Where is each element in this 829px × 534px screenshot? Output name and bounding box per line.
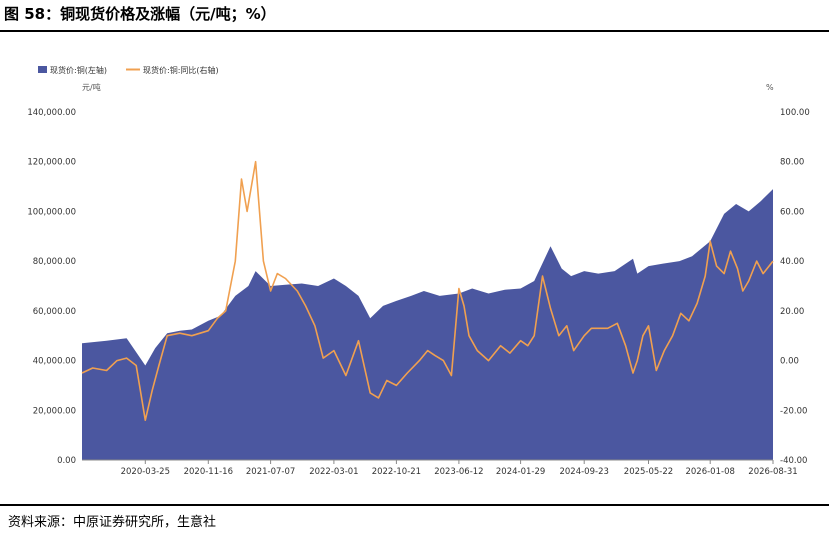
x-tick-label: 2026-08-31 [748,467,797,477]
x-axis: 2020-03-25 2020-11-16 2021-07-07 2022-03-01… [121,460,798,477]
left-tick-label: 20,000.00 [33,406,76,416]
source-note: 资料来源：中原证券研究所，生意社 [8,515,217,530]
x-tick-label: 2022-03-01 [309,467,358,477]
x-tick-label: 2022-10-21 [372,467,421,477]
legend-label-yoy: 现货价:铜:同比(右轴) [143,65,219,75]
x-tick-label: 2021-07-07 [246,467,295,477]
right-tick-label: 0.00 [780,357,799,367]
area-series-layer [82,189,773,460]
source-rule [0,504,829,506]
left-tick-label: 120,000.00 [27,158,76,168]
right-axis: -40.00 -20.00 0.00 20.00 40.00 60.00 80.00 100.… [780,108,810,466]
right-axis-unit: % [766,83,774,92]
legend-swatch-price [38,66,47,73]
legend: 现货价:铜(左轴) 现货价:铜:同比(右轴) [38,65,219,75]
x-tick-label: 2026-01-08 [685,467,734,477]
right-tick-label: 80.00 [780,158,804,168]
line-series-layer [81,160,774,422]
left-tick-label: 0.00 [57,456,76,466]
title-rule [0,30,829,32]
x-tick-label: 2025-05-22 [624,467,673,477]
right-tick-label: 100.00 [780,108,810,118]
left-tick-label: 140,000.00 [27,108,76,118]
x-tick-label: 2023-06-12 [434,467,483,477]
left-axis-unit: 元/吨 [82,82,101,92]
left-axis: 0.00 20,000.00 40,000.00 60,000.00 80,000.00… [27,108,76,466]
yoy-line [81,160,774,422]
legend-label-price: 现货价:铜(左轴) [50,65,107,75]
right-tick-label: 20.00 [780,307,804,317]
price-area [82,189,773,460]
right-tick-label: -40.00 [780,456,807,466]
price-chart: 现货价:铜(左轴) 现货价:铜:同比(右轴) 元/吨 % 0.00 20,000.… [27,65,810,477]
left-tick-label: 40,000.00 [33,357,76,367]
x-tick-label: 2024-01-29 [496,467,545,477]
right-tick-label: -20.00 [780,406,807,416]
right-tick-label: 60.00 [780,207,804,217]
left-tick-label: 60,000.00 [33,307,76,317]
right-tick-label: 40.00 [780,257,804,267]
x-tick-label: 2020-03-25 [121,467,170,477]
x-tick-label: 2020-11-16 [184,467,233,477]
left-tick-label: 100,000.00 [27,207,76,217]
figure-title: 图 58：铜现货价格及涨幅（元/吨；%） [4,5,276,23]
left-tick-label: 80,000.00 [33,257,76,267]
x-tick-label: 2024-09-23 [559,467,608,477]
